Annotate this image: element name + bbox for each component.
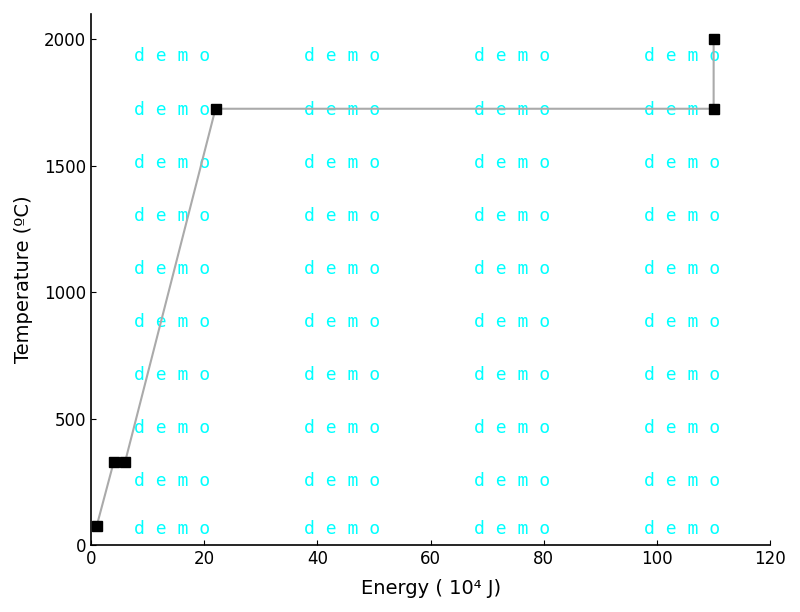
Text: d e m o: d e m o — [134, 207, 210, 225]
Text: d e m o: d e m o — [134, 419, 210, 437]
Text: d e m o: d e m o — [304, 520, 380, 538]
Text: d e m o: d e m o — [644, 313, 720, 331]
Text: d e m o: d e m o — [474, 207, 550, 225]
Text: d e m o: d e m o — [644, 100, 720, 119]
Text: d e m o: d e m o — [304, 472, 380, 490]
Text: d e m o: d e m o — [474, 366, 550, 384]
Text: d e m o: d e m o — [134, 154, 210, 171]
Text: d e m o: d e m o — [644, 154, 720, 171]
Text: d e m o: d e m o — [474, 154, 550, 171]
Text: d e m o: d e m o — [134, 260, 210, 278]
Text: d e m o: d e m o — [304, 260, 380, 278]
X-axis label: Energy ( 10⁴ J): Energy ( 10⁴ J) — [361, 579, 501, 598]
Text: d e m o: d e m o — [134, 472, 210, 490]
Text: d e m o: d e m o — [304, 366, 380, 384]
Text: d e m o: d e m o — [304, 419, 380, 437]
Text: d e m o: d e m o — [644, 260, 720, 278]
Text: d e m o: d e m o — [304, 207, 380, 225]
Text: d e m o: d e m o — [304, 313, 380, 331]
Text: d e m o: d e m o — [474, 313, 550, 331]
Text: d e m o: d e m o — [644, 47, 720, 65]
Text: d e m o: d e m o — [644, 472, 720, 490]
Text: d e m o: d e m o — [474, 520, 550, 538]
Text: d e m o: d e m o — [134, 47, 210, 65]
Text: d e m o: d e m o — [474, 47, 550, 65]
Text: d e m o: d e m o — [474, 100, 550, 119]
Text: d e m o: d e m o — [644, 419, 720, 437]
Text: d e m o: d e m o — [644, 207, 720, 225]
Text: d e m o: d e m o — [134, 520, 210, 538]
Text: d e m o: d e m o — [474, 419, 550, 437]
Text: d e m o: d e m o — [304, 47, 380, 65]
Text: d e m o: d e m o — [474, 260, 550, 278]
Y-axis label: Temperature (ºC): Temperature (ºC) — [14, 196, 33, 364]
Text: d e m o: d e m o — [134, 100, 210, 119]
Text: d e m o: d e m o — [644, 520, 720, 538]
Text: d e m o: d e m o — [304, 100, 380, 119]
Text: d e m o: d e m o — [644, 366, 720, 384]
Text: d e m o: d e m o — [134, 313, 210, 331]
Text: d e m o: d e m o — [134, 366, 210, 384]
Text: d e m o: d e m o — [474, 472, 550, 490]
Text: d e m o: d e m o — [304, 154, 380, 171]
